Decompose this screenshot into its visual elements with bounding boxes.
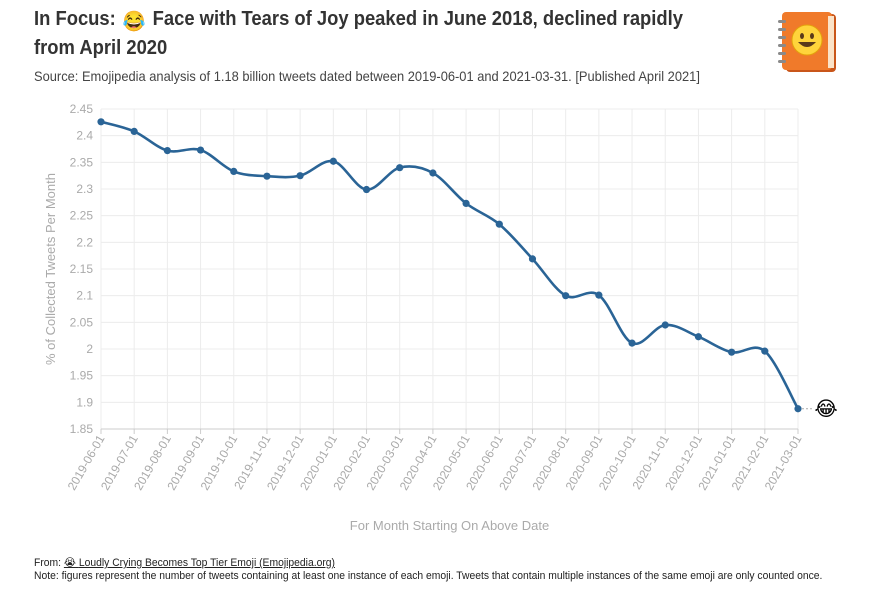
data-point <box>429 169 437 177</box>
data-point <box>794 405 802 413</box>
data-point <box>562 292 570 300</box>
data-point <box>694 333 703 341</box>
y-tick-label: 1.9 <box>76 395 93 409</box>
tears-of-joy-emoji-icon: 😂 <box>122 11 146 33</box>
y-tick-label: 2.4 <box>76 129 93 143</box>
data-point <box>97 118 105 126</box>
title-text: Face with Tears of Joy peaked in June 20… <box>34 8 684 59</box>
chart-footer: From: 😭 Loudly Crying Becomes Top Tier E… <box>34 557 824 583</box>
data-point <box>396 164 404 172</box>
data-point <box>595 291 603 299</box>
end-marker-emoji-icon: 😂 <box>814 399 837 421</box>
x-axis-ticks: 2019-06-012019-07-012019-08-012019-09-01… <box>65 429 805 493</box>
chart-subtitle: Source: Emojipedia analysis of 1.18 bill… <box>34 68 700 84</box>
data-point <box>462 199 470 207</box>
emojipedia-book-icon <box>776 10 842 76</box>
y-tick-label: 1.95 <box>70 369 94 383</box>
y-tick-label: 2.35 <box>70 155 94 169</box>
chart-title: In Focus: 😂 Face with Tears of Joy peake… <box>34 6 715 61</box>
y-axis-title: % of Collected Tweets Per Month <box>43 173 58 365</box>
series-line <box>100 120 800 410</box>
data-points <box>97 118 802 413</box>
data-point <box>296 172 304 180</box>
data-point <box>130 127 138 135</box>
title-prefix: In Focus: <box>34 8 116 30</box>
x-axis-title: For Month Starting On Above Date <box>350 518 549 533</box>
data-point <box>263 172 271 180</box>
data-point <box>528 255 537 263</box>
footnote: Note: figures represent the number of tw… <box>34 570 823 582</box>
data-point <box>362 185 371 194</box>
y-tick-label: 2.2 <box>76 235 93 249</box>
y-tick-label: 2 <box>86 342 93 356</box>
data-point <box>728 348 736 356</box>
data-point <box>329 157 337 165</box>
y-tick-label: 2.05 <box>70 315 94 329</box>
data-point <box>761 347 769 355</box>
data-point <box>196 146 205 154</box>
line-chart: 1.85 1.9 1.95 2 2.05 2.1 2.15 2.2 2.25 2.3 2.35 2.4… <box>43 102 838 533</box>
loudly-crying-emoji-icon: 😭 <box>63 557 76 569</box>
source-link-text: Loudly Crying Becomes Top Tier Emoji (Em… <box>78 557 335 569</box>
data-point <box>495 220 503 228</box>
data-point <box>661 321 669 329</box>
from-label: From: <box>34 557 62 569</box>
y-tick-label: 2.25 <box>70 209 94 223</box>
data-point <box>163 147 171 155</box>
data-point <box>628 339 636 347</box>
data-point <box>230 167 238 175</box>
y-tick-label: 1.85 <box>70 422 94 436</box>
source-link[interactable]: 😭 Loudly Crying Becomes Top Tier Emoji (… <box>64 557 335 569</box>
y-tick-label: 2.15 <box>70 262 94 276</box>
y-tick-label: 2.3 <box>76 182 93 196</box>
grid <box>100 108 799 430</box>
y-tick-label: 2.1 <box>76 289 93 303</box>
y-axis-ticks: 1.85 1.9 1.95 2 2.05 2.1 2.15 2.2 2.25 2.3 2.35 2.4… <box>70 102 94 436</box>
y-tick-label: 2.45 <box>70 102 94 116</box>
source-link-line: From: 😭 Loudly Crying Becomes Top Tier E… <box>34 557 824 570</box>
